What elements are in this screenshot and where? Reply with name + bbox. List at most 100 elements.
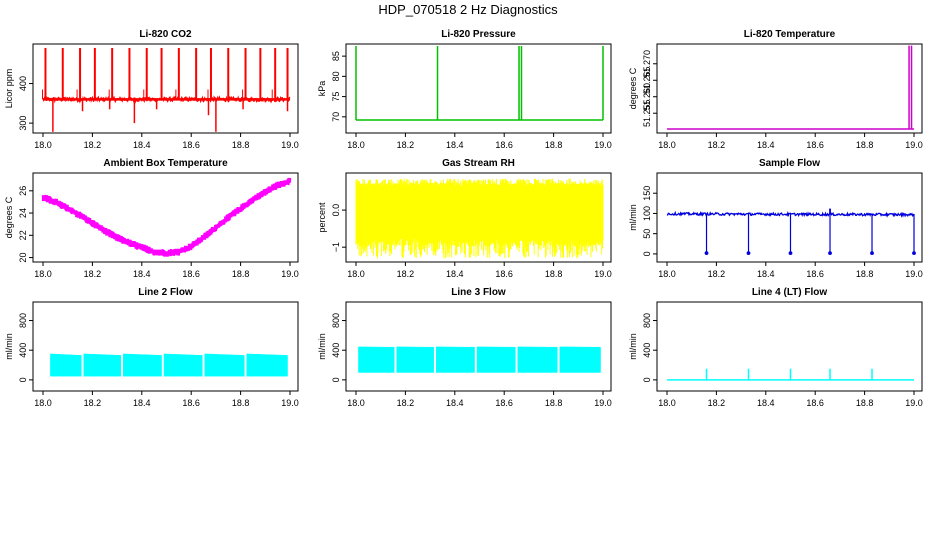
y-tick-label: 400 (18, 76, 28, 91)
y-axis-label: ml/min (4, 333, 14, 360)
chart-panel-8: Line 3 Flow 18.0 18.2 18.4 18.6 18.8 19.0 0 400 8… (317, 287, 612, 408)
chart-title: Gas Stream RH (442, 158, 515, 169)
x-tick-label: 18.0 (34, 398, 52, 408)
flow-block (246, 353, 288, 377)
data-series (41, 177, 292, 257)
chart-panel-2: Li-820 Pressure 18.0 18.2 18.4 18.6 18.8 19.0 7… (317, 29, 612, 150)
x-tick-label: 18.6 (806, 269, 824, 279)
dip-point (788, 251, 793, 256)
data-series (355, 46, 604, 121)
x-tick-label: 18.8 (545, 269, 563, 279)
y-tick-label: 51.255 (642, 99, 652, 127)
y-tick-label: 51.265 (642, 66, 652, 94)
y-tick-label: 50 (642, 229, 652, 239)
dip-point (828, 251, 832, 256)
x-tick-label: 18.2 (84, 140, 102, 150)
x-tick-label: 18.8 (856, 269, 874, 279)
data-series (50, 353, 288, 377)
y-tick-label: −1 (331, 242, 341, 252)
x-tick-label: 18.4 (133, 398, 151, 408)
chart-title: Ambient Box Temperature (103, 158, 228, 169)
flow-block (163, 353, 203, 377)
x-tick-label: 18.8 (856, 140, 874, 150)
y-tick-label: 24 (18, 208, 28, 218)
flow-block (123, 353, 162, 377)
y-axis-label: degrees C (628, 67, 638, 109)
y-tick-label: 300 (18, 116, 28, 131)
x-tick-label: 18.4 (446, 398, 464, 408)
x-tick-label: 18.0 (347, 269, 365, 279)
x-tick-label: 18.2 (708, 140, 726, 150)
x-tick-label: 18.0 (347, 398, 365, 408)
flow-block (396, 346, 435, 373)
flow-block (204, 353, 245, 377)
y-axis-label: ml/min (317, 333, 327, 360)
x-tick-label: 18.8 (232, 269, 250, 279)
chart-panel-3: Li-820 Temperature 18.0 18.2 18.4 18.6 18.8 19… (628, 29, 923, 150)
x-tick-label: 18.2 (397, 269, 415, 279)
y-tick-label: 22 (18, 230, 28, 240)
page-title: HDP_070518 2 Hz Diagnostics (378, 2, 558, 17)
chart-title: Line 4 (LT) Flow (752, 287, 828, 298)
data-series (42, 47, 291, 132)
x-tick-label: 18.4 (757, 140, 775, 150)
y-tick-label: 0 (331, 377, 341, 382)
x-tick-label: 18.2 (84, 398, 102, 408)
flow-block (517, 346, 558, 373)
y-tick-label: 70 (331, 112, 341, 122)
plot-frame (32, 301, 299, 392)
x-tick-label: 18.0 (658, 140, 676, 150)
y-tick-label: 150 (642, 186, 652, 201)
x-tick-label: 18.6 (182, 398, 200, 408)
x-tick-label: 18.0 (658, 398, 676, 408)
x-tick-label: 18.4 (133, 140, 151, 150)
x-tick-label: 18.2 (84, 269, 102, 279)
dip-point (912, 251, 916, 256)
x-tick-label: 18.4 (757, 398, 775, 408)
x-tick-label: 18.6 (495, 398, 513, 408)
chart-panel-9: Line 4 (LT) Flow 18.0 18.2 18.4 18.6 18.8 19.0… (628, 287, 923, 408)
x-tick-label: 18.8 (232, 398, 250, 408)
y-tick-label: 51.270 (642, 50, 652, 78)
y-axis-label: percent (317, 202, 327, 233)
x-tick-label: 18.8 (545, 398, 563, 408)
flow-block (476, 346, 516, 373)
series-noise (355, 178, 604, 259)
x-tick-label: 18.4 (133, 269, 151, 279)
x-tick-label: 18.4 (757, 269, 775, 279)
y-axis-label: ml/min (628, 333, 638, 360)
chart-title: Li-820 Temperature (744, 29, 836, 40)
plot-frame (345, 43, 612, 134)
y-tick-label: 800 (331, 313, 341, 328)
x-tick-label: 18.2 (397, 398, 415, 408)
y-tick-label: 85 (331, 51, 341, 61)
y-tick-label: 80 (331, 71, 341, 81)
x-tick-label: 19.0 (281, 140, 299, 150)
x-tick-label: 18.0 (658, 269, 676, 279)
x-tick-label: 19.0 (281, 269, 299, 279)
x-tick-label: 18.4 (446, 269, 464, 279)
y-tick-label: 51.260 (642, 83, 652, 111)
y-tick-label: 800 (642, 313, 652, 328)
flow-block (50, 353, 82, 377)
plot-frame (656, 43, 923, 134)
data-series (355, 178, 604, 259)
x-tick-label: 19.0 (594, 140, 612, 150)
x-tick-label: 18.6 (495, 269, 513, 279)
x-tick-label: 19.0 (594, 398, 612, 408)
chart-panel-7: Line 2 Flow 18.0 18.2 18.4 18.6 18.8 19.0 0 400 8… (4, 287, 299, 408)
y-tick-label: 0 (642, 251, 652, 256)
x-tick-label: 19.0 (905, 140, 923, 150)
plot-frame (345, 172, 612, 263)
y-tick-label: 20 (18, 253, 28, 263)
data-series (667, 368, 914, 381)
y-tick-label: 400 (642, 343, 652, 358)
y-tick-label: 26 (18, 186, 28, 196)
x-tick-label: 18.6 (806, 398, 824, 408)
y-tick-label: 0 (642, 377, 652, 382)
x-tick-label: 19.0 (281, 398, 299, 408)
x-tick-label: 19.0 (905, 398, 923, 408)
plot-frame (345, 301, 612, 392)
